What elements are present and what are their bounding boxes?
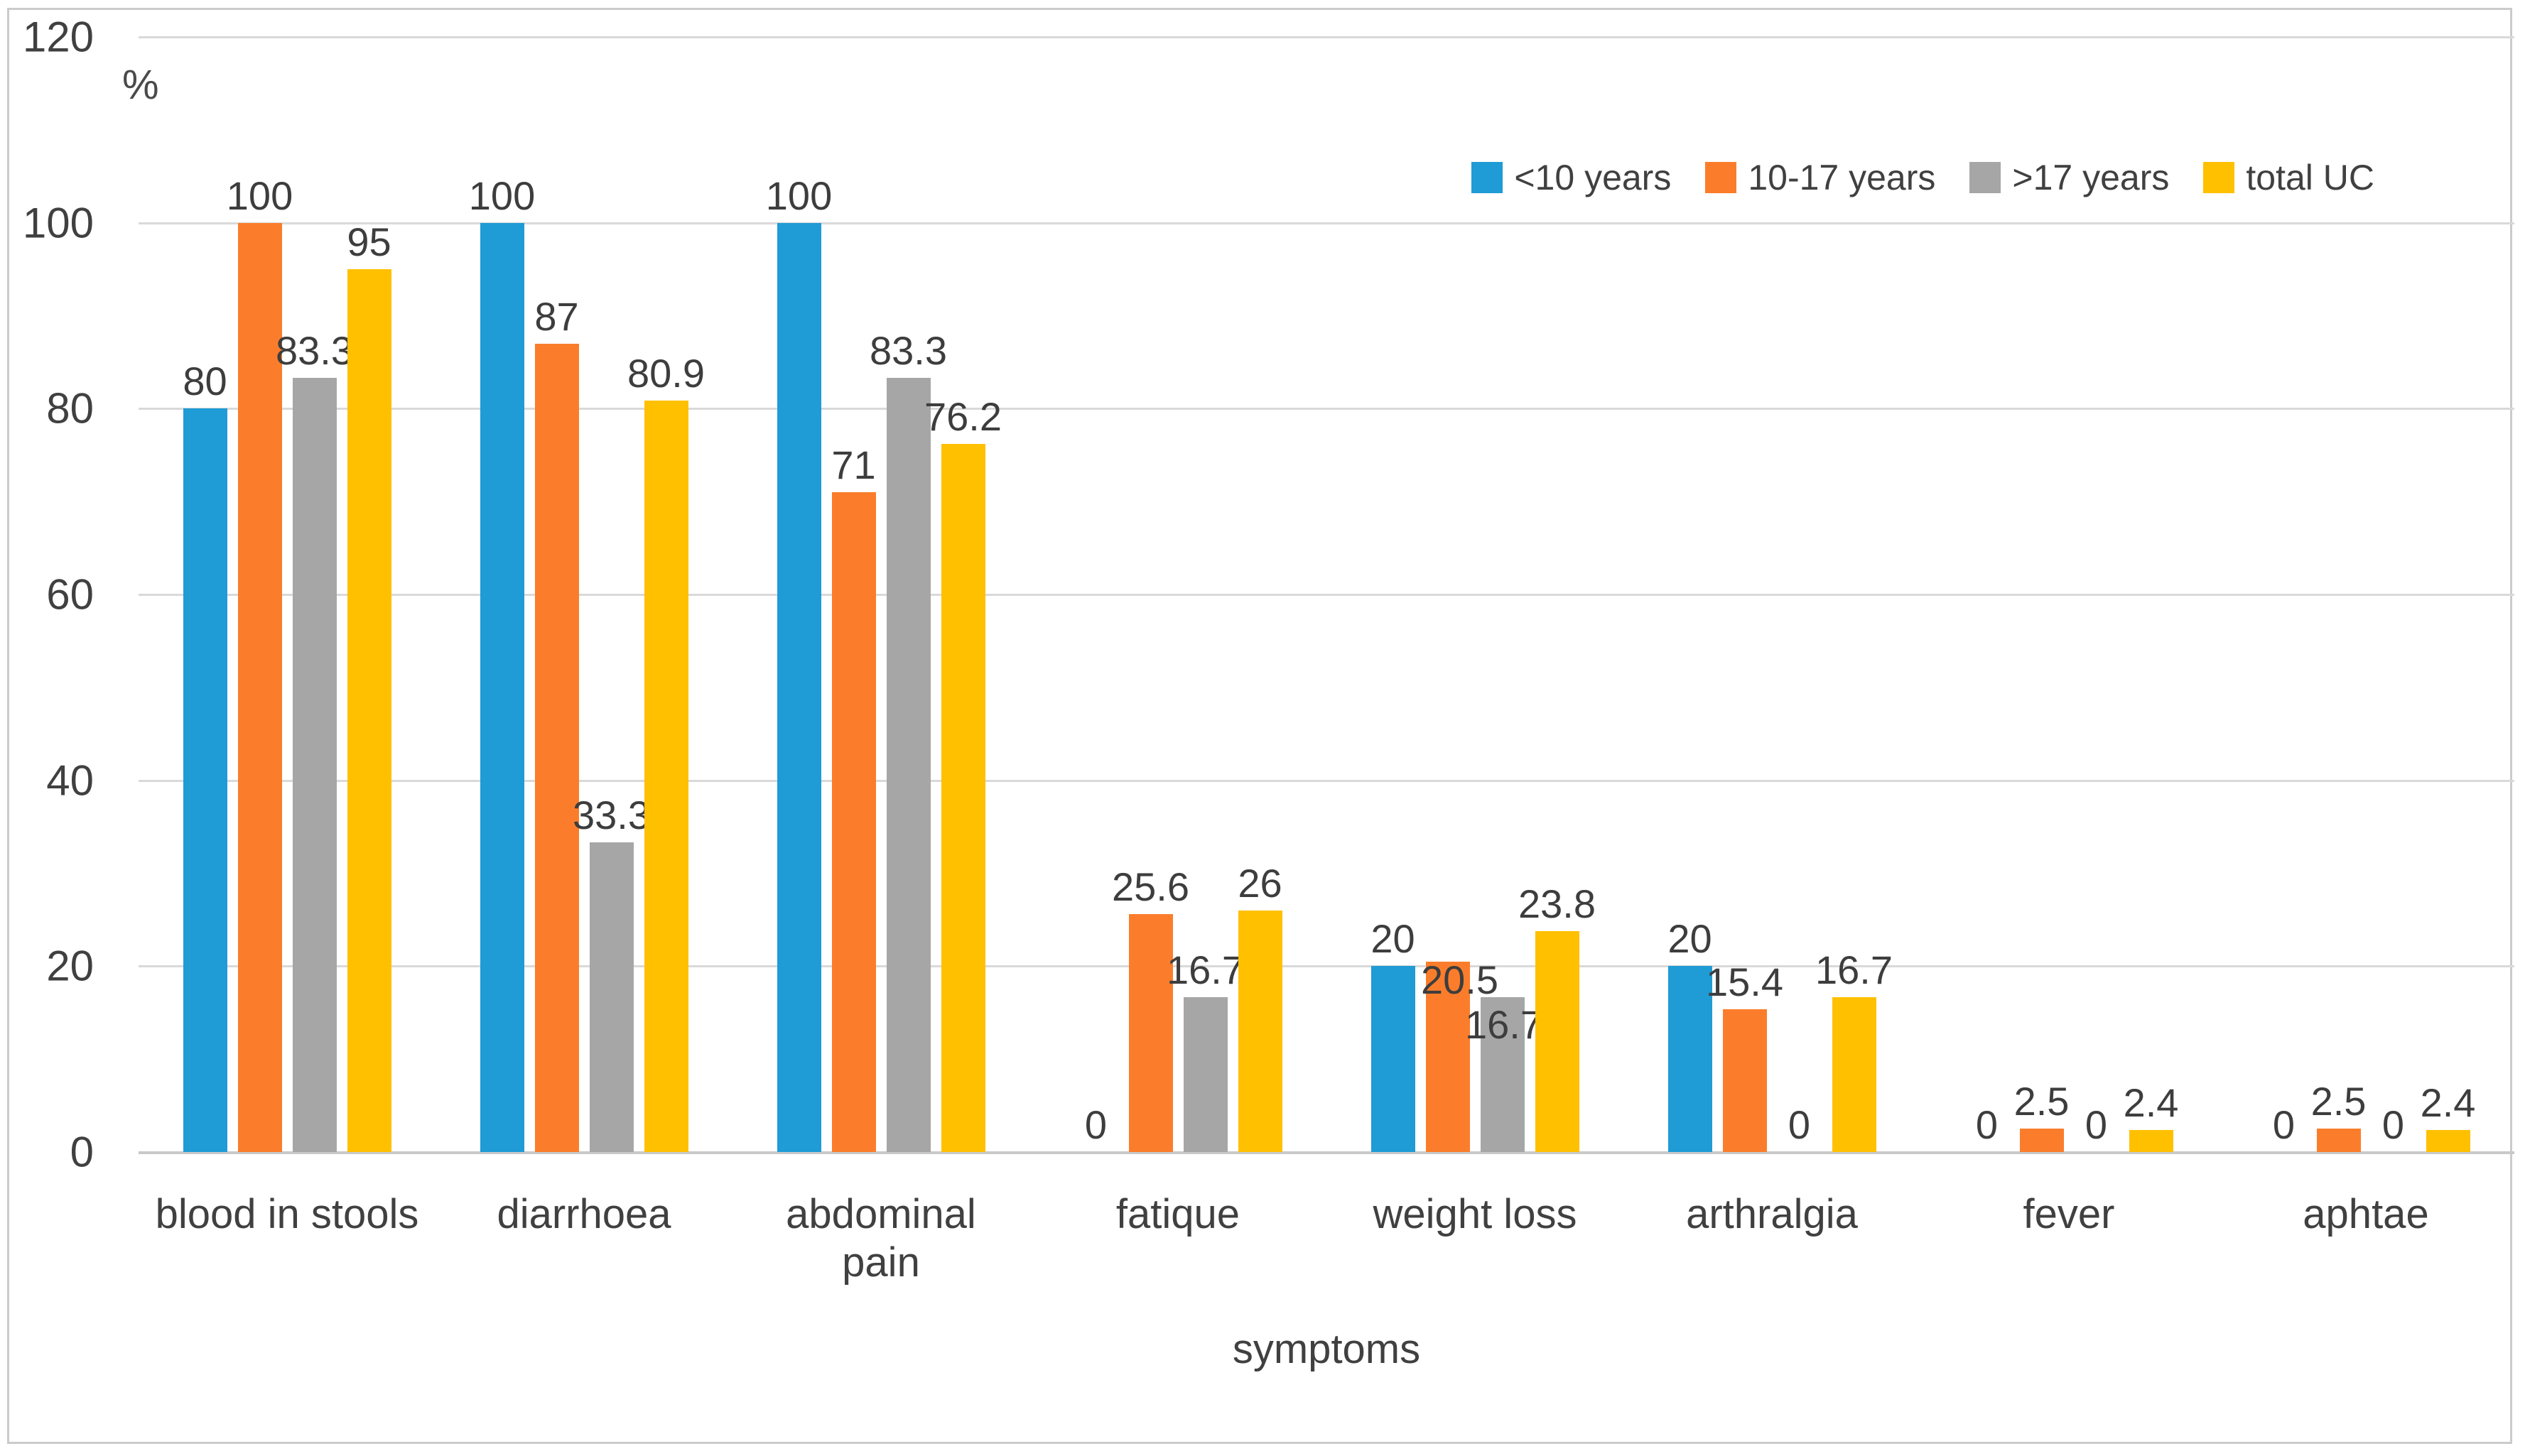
data-label-17-years-aphtae: 0 (2381, 1102, 2405, 1147)
data-label-17-years-fever: 0 (2085, 1102, 2108, 1147)
data-label-10-years-diarrhoea: 100 (468, 173, 536, 218)
bar-10-years-blood-in-stools (183, 408, 227, 1152)
y-tick-label-80: 80 (46, 384, 94, 433)
data-label-10-years-weight-loss: 20 (1370, 916, 1415, 962)
legend-label-total-uc: total UC (2246, 158, 2374, 197)
y-tick-label-40: 40 (46, 756, 94, 805)
bar-10-years-diarrhoea (480, 222, 524, 1152)
bar-total-uc-blood-in-stools (347, 269, 391, 1152)
bar-17-years-weight-loss (1480, 996, 1525, 1152)
legend-item-total-uc: total UC (2203, 157, 2374, 198)
legend-label-10-17-years: 10-17 years (1748, 158, 1936, 197)
bar-10-17-years-diarrhoea (534, 343, 579, 1152)
x-tick-label-fever: fever (2023, 1191, 2115, 1237)
data-label-total-uc-abdominal-pain: 76.2 (924, 394, 1002, 440)
bar-10-years-arthralgia (1667, 966, 1712, 1152)
data-label-10-17-years-aphtae: 2.5 (2310, 1079, 2367, 1124)
y-tick-label-100: 100 (22, 199, 94, 247)
legend-item-10-17-years: 10-17 years (1705, 157, 1935, 198)
x-tick-label-abdominal-pain: abdominal pain (786, 1191, 976, 1286)
legend-marker-icon-total-uc (2203, 162, 2235, 193)
data-label-10-17-years-arthralgia: 15.4 (1706, 959, 1783, 1004)
x-tick-label-diarrhoea: diarrhoea (497, 1191, 671, 1237)
data-label-17-years-blood-in-stools: 83.3 (276, 328, 353, 374)
bar-10-years-weight-loss (1370, 966, 1415, 1152)
data-label-total-uc-diarrhoea: 80.9 (627, 350, 705, 396)
x-tick-label-arthralgia: arthralgia (1686, 1191, 1858, 1237)
gridline-120 (139, 36, 2514, 38)
x-tick-label-weight-loss: weight loss (1373, 1191, 1577, 1237)
legend-marker-icon-10-years (1471, 162, 1503, 193)
data-label-10-17-years-fever: 2.5 (2013, 1079, 2070, 1124)
data-label-10-17-years-diarrhoea: 87 (534, 293, 579, 339)
x-tick-label-fatique: fatique (1115, 1191, 1240, 1237)
data-label-total-uc-aphtae: 2.4 (2420, 1080, 2476, 1125)
bar-total-uc-abdominal-pain (941, 444, 985, 1152)
bar-10-17-years-weight-loss (1425, 961, 1470, 1152)
data-label-10-years-aphtae: 0 (2272, 1102, 2296, 1147)
data-label-10-years-abdominal-pain: 100 (765, 173, 833, 218)
x-axis-line (139, 1151, 2514, 1154)
data-label-total-uc-arthralgia: 16.7 (1815, 947, 1893, 992)
bar-total-uc-aphtae (2426, 1129, 2470, 1152)
y-tick-label-20: 20 (46, 942, 94, 990)
x-axis-title: symptoms (1232, 1326, 1421, 1372)
gridline-80 (139, 408, 2514, 411)
data-label-total-uc-weight-loss: 23.8 (1518, 881, 1596, 926)
bar-total-uc-weight-loss (1535, 930, 1579, 1152)
data-label-total-uc-blood-in-stools: 95 (347, 219, 391, 265)
data-label-10-years-arthralgia: 20 (1667, 916, 1712, 962)
gridline-60 (139, 594, 2514, 596)
data-label-10-17-years-abdominal-pain: 71 (831, 442, 876, 488)
data-label-17-years-arthralgia: 0 (1788, 1102, 1811, 1147)
data-label-10-years-blood-in-stools: 80 (183, 359, 227, 404)
gridline-40 (139, 779, 2514, 782)
data-label-10-17-years-fatique: 25.6 (1112, 864, 1189, 910)
bar-17-years-diarrhoea (589, 842, 634, 1152)
bar-10-17-years-fatique (1128, 914, 1173, 1152)
bar-total-uc-diarrhoea (644, 400, 688, 1152)
bar-10-17-years-blood-in-stools (237, 222, 282, 1152)
y-tick-label-0: 0 (70, 1128, 94, 1176)
data-label-total-uc-fever: 2.4 (2123, 1080, 2179, 1125)
data-label-10-years-fever: 0 (1975, 1102, 1999, 1147)
data-label-17-years-diarrhoea: 33.3 (573, 793, 650, 838)
y-axis-title: % (122, 62, 159, 108)
bar-10-17-years-fever (2019, 1129, 2064, 1152)
legend-marker-icon-10-17-years (1705, 162, 1737, 193)
data-label-10-17-years-blood-in-stools: 100 (226, 173, 293, 218)
data-label-total-uc-fatique: 26 (1238, 860, 1282, 906)
legend-marker-icon-17-years (1969, 162, 2001, 193)
legend-item-17-years: >17 years (1969, 157, 2169, 198)
bar-10-17-years-abdominal-pain (831, 492, 876, 1152)
legend-label-17-years: >17 years (2012, 158, 2170, 197)
data-label-17-years-abdominal-pain: 83.3 (870, 328, 947, 374)
legend: <10 years 10-17 years >17 years total UC (1471, 157, 2374, 198)
data-label-17-years-fatique: 16.7 (1167, 947, 1244, 992)
bar-total-uc-fever (2129, 1129, 2173, 1152)
gridline-100 (139, 222, 2514, 224)
y-tick-label-60: 60 (46, 570, 94, 619)
figure-border (7, 8, 2512, 1444)
gridline-20 (139, 965, 2514, 968)
bar-total-uc-fatique (1238, 910, 1282, 1152)
legend-item-10-years: <10 years (1471, 157, 1671, 198)
bar-10-17-years-aphtae (2316, 1129, 2361, 1152)
y-tick-label-120: 120 (22, 13, 94, 61)
bar-10-17-years-arthralgia (1722, 1009, 1767, 1152)
data-label-10-17-years-weight-loss: 20.5 (1421, 957, 1498, 1002)
bar-17-years-abdominal-pain (886, 378, 931, 1152)
data-label-17-years-weight-loss: 16.7 (1465, 1001, 1542, 1047)
legend-label-10-years: <10 years (1514, 158, 1672, 197)
bar-total-uc-arthralgia (1832, 996, 1876, 1152)
x-tick-label-aphtae: aphtae (2303, 1191, 2429, 1237)
bar-10-years-abdominal-pain (777, 222, 821, 1152)
x-tick-label-blood-in-stools: blood in stools (155, 1191, 419, 1237)
data-label-10-years-fatique: 0 (1084, 1102, 1108, 1147)
bar-17-years-fatique (1183, 996, 1228, 1152)
bar-17-years-blood-in-stools (292, 378, 337, 1152)
